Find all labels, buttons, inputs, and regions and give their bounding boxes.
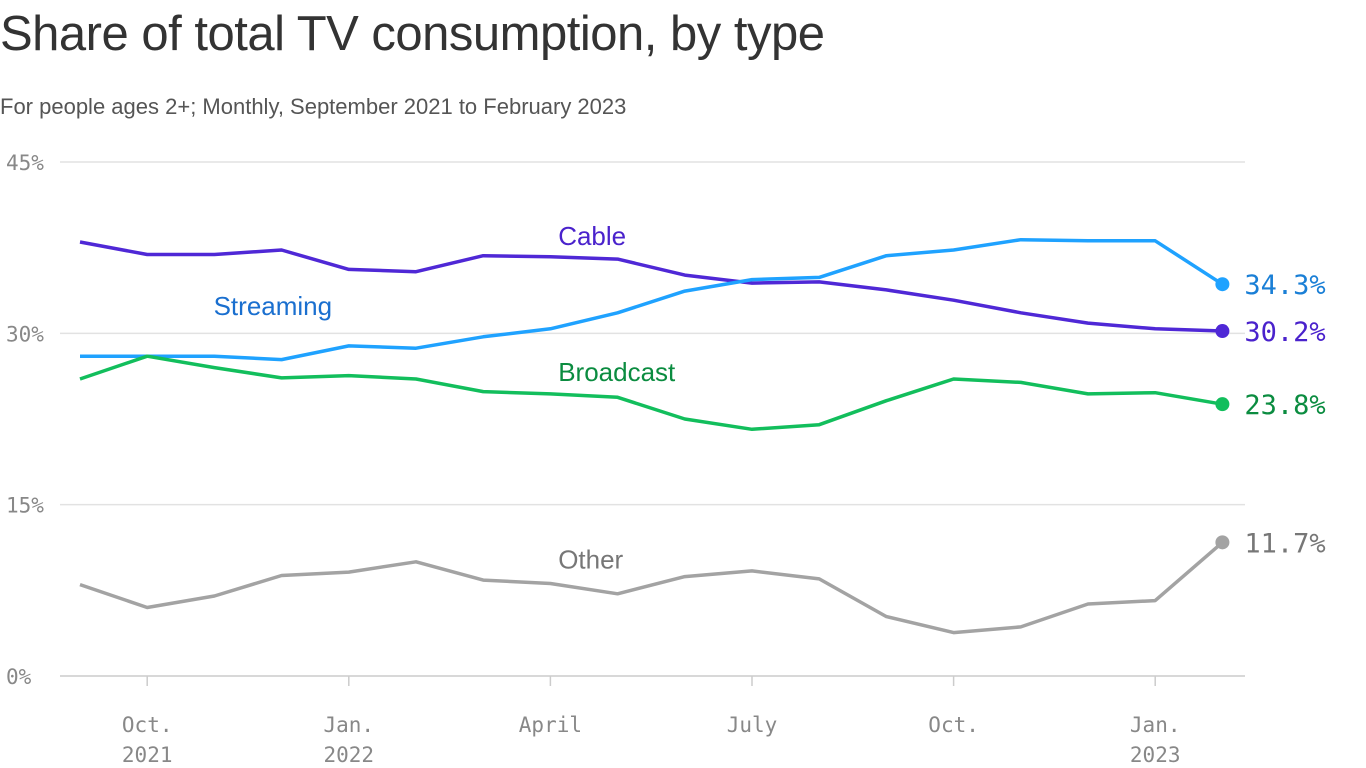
end-value-label: 34.3% xyxy=(1244,270,1325,301)
y-tick-label: 45% xyxy=(6,151,44,175)
end-point-broadcast xyxy=(1215,397,1230,412)
end-point-cable xyxy=(1215,324,1230,339)
x-tick-label: Jan. xyxy=(324,713,375,737)
y-tick-label: 0% xyxy=(6,665,32,689)
series-label-broadcast: Broadcast xyxy=(558,357,676,387)
x-tick-label: 2022 xyxy=(324,743,375,767)
x-tick-label: 2021 xyxy=(122,743,173,767)
chart-title: Share of total TV consumption, by type xyxy=(0,7,825,61)
series-label-cable: Cable xyxy=(558,221,626,251)
y-tick-label: 30% xyxy=(6,322,44,346)
series-label-streaming: Streaming xyxy=(214,291,333,321)
end-point-streaming xyxy=(1215,277,1230,292)
x-tick-label: 2023 xyxy=(1130,743,1181,767)
end-value-label: 30.2% xyxy=(1244,317,1325,348)
x-tick-label: Oct. xyxy=(928,713,979,737)
chart-subtitle: For people ages 2+; Monthly, September 2… xyxy=(0,94,627,119)
series-line-broadcast xyxy=(79,354,1223,432)
end-value-label: 11.7% xyxy=(1244,528,1325,559)
series-line-streaming xyxy=(80,237,1224,362)
series-line-cable xyxy=(79,240,1223,333)
x-tick-label: July xyxy=(727,713,778,737)
end-point-other xyxy=(1215,535,1230,550)
series-line-other xyxy=(79,541,1224,635)
end-value-label: 23.8% xyxy=(1244,390,1325,421)
x-tick-label: April xyxy=(519,713,582,737)
series-label-other: Other xyxy=(558,544,623,574)
x-tick-label: Jan. xyxy=(1130,713,1181,737)
x-tick-label: Oct. xyxy=(122,713,173,737)
y-tick-label: 15% xyxy=(6,494,44,518)
